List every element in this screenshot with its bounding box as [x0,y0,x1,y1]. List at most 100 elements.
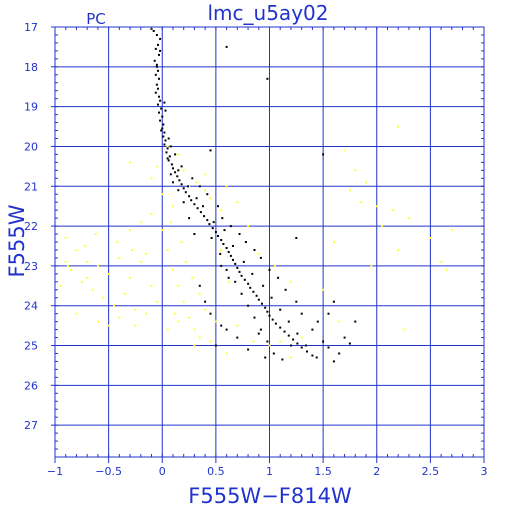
data-point [131,249,134,251]
data-point [290,280,292,283]
data-point [354,320,357,323]
data-point [225,247,228,249]
data-point [107,272,110,275]
data-point [283,330,286,333]
data-point [166,145,169,148]
data-point [187,185,189,188]
data-point [188,195,191,198]
data-point [232,245,234,247]
data-point [217,205,219,208]
data-point [266,77,269,80]
data-point [266,340,269,343]
y-tick-label: 22 [24,220,38,233]
data-point [236,201,239,204]
x-tick-label: 3 [481,465,488,478]
data-point [225,45,228,48]
data-point [96,264,99,267]
data-point [159,99,162,102]
data-point [322,288,325,291]
data-point [193,328,196,331]
data-point [212,221,215,224]
data-point [160,107,163,110]
data-point [322,153,325,156]
data-point [450,229,453,232]
data-point [234,280,237,283]
data-point [191,177,194,180]
data-point [182,201,185,204]
data-point [242,260,245,263]
data-point [348,342,351,345]
data-point [300,346,303,349]
y-tick-label: 17 [24,21,38,34]
data-point [161,115,164,118]
data-point [292,338,295,341]
data-point [164,109,167,112]
data-point [155,65,158,68]
data-point [247,282,250,285]
data-point [206,193,209,196]
data-point [249,286,252,289]
data-point [139,221,142,224]
data-point [209,312,212,315]
data-point [300,312,303,315]
data-point [266,310,269,313]
data-point [184,191,187,194]
data-point [145,252,148,255]
data-point [214,344,217,347]
data-point [203,215,206,218]
data-point [166,157,169,160]
data-point [59,284,62,287]
data-point [86,276,89,279]
data-point [262,284,265,287]
data-point [252,290,255,293]
data-point [172,181,174,184]
data-point [316,320,319,323]
data-point [279,308,282,311]
data-point [193,203,196,206]
y-tick-label: 21 [24,180,38,193]
data-point [102,296,105,299]
data-point [306,350,308,353]
data-point [227,280,230,283]
data-point [222,243,225,245]
data-point [391,209,394,212]
data-point [219,252,222,255]
data-point [214,231,217,233]
data-point [311,354,314,357]
data-point [152,30,155,32]
data-point [166,249,169,251]
data-point [177,189,180,192]
data-point [300,336,303,339]
data-point [169,173,172,176]
data-point [279,326,282,329]
axis-tick-labels: −1 −0.5 0 0.5 1 1.5 2 2.5 3 17 18 19 20 21 22 23 24 25 26 2… [24,21,488,478]
data-point [150,177,153,180]
data-point [227,276,230,279]
data-point [259,256,262,259]
data-point [225,328,228,331]
data-point [195,181,198,184]
data-point [296,342,299,345]
y-tick-label: 18 [24,61,38,74]
grid-lines [54,26,485,457]
data-point [169,145,172,148]
data-point [253,316,256,319]
data-point [277,276,280,279]
data-point [214,320,217,323]
data-point [208,223,211,226]
data-point [193,233,196,235]
data-point [86,260,89,263]
data-point [315,356,318,359]
data-point [158,95,160,98]
data-point [238,233,241,235]
data-point [238,270,241,273]
data-point [332,241,335,243]
data-point [155,300,158,303]
data-point [170,163,173,166]
data-point [177,153,180,156]
data-point [182,169,185,172]
data-point [284,288,287,291]
data-point [198,284,201,287]
data-point [154,47,157,50]
data-point [193,344,196,347]
